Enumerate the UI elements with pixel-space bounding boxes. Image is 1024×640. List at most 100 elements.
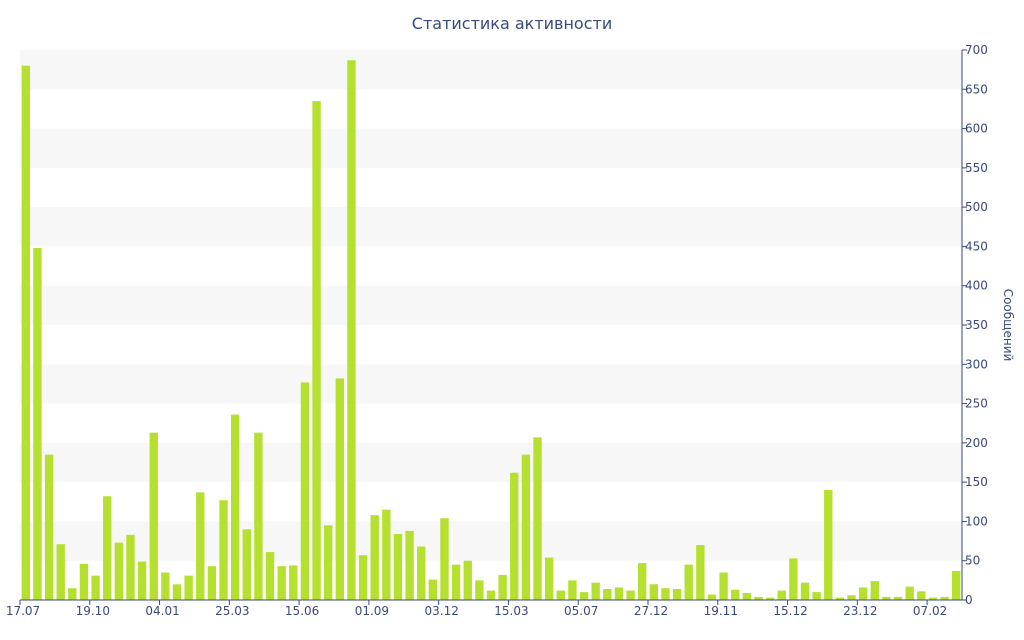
x-tick-label: 27.12 — [634, 604, 668, 618]
y-tick-label: 250 — [965, 397, 988, 411]
bar — [300, 382, 310, 600]
x-tick-label: 19.10 — [76, 604, 110, 618]
bar — [731, 589, 740, 600]
y-tick-label: 400 — [965, 279, 988, 293]
bar — [68, 588, 77, 600]
bar — [870, 581, 879, 600]
bar — [428, 579, 438, 600]
bar — [742, 592, 752, 600]
x-tick-label: 19.11 — [704, 604, 738, 618]
bar — [661, 588, 670, 600]
bar — [928, 597, 938, 600]
x-tick-label: 03.12 — [424, 604, 458, 618]
bar — [603, 589, 612, 600]
bar — [405, 530, 414, 600]
y-axis-title: Сообщений — [1001, 289, 1015, 362]
x-tick-label: 05.07 — [564, 604, 598, 618]
y-tick-label: 350 — [965, 318, 988, 332]
y-tick-label: 700 — [965, 43, 988, 57]
bar — [114, 542, 124, 600]
bar — [719, 572, 728, 600]
bar — [161, 572, 170, 600]
bar — [207, 566, 217, 600]
y-tick-label: 550 — [965, 161, 988, 175]
bar — [498, 574, 507, 600]
y-tick-label: 650 — [965, 82, 988, 96]
bar — [824, 490, 833, 600]
bar — [417, 546, 426, 600]
x-tick-label: 04.01 — [145, 604, 179, 618]
axes: 0 50 100 150 200 250 300 350 400 450 500 550 600 650 7… — [6, 43, 1015, 618]
y-tick-label: 0 — [965, 593, 973, 607]
bar — [533, 437, 542, 600]
bar — [451, 564, 461, 600]
bar — [382, 509, 391, 600]
bar — [556, 590, 565, 600]
bar — [184, 575, 193, 600]
bar — [475, 580, 484, 600]
grid-band — [20, 442, 962, 483]
x-tick-label: 15.12 — [773, 604, 807, 618]
x-tick-label: 17.07 — [6, 604, 40, 618]
bar — [393, 534, 403, 600]
bars — [21, 60, 961, 600]
bar — [858, 587, 868, 600]
bar — [905, 586, 914, 600]
bar — [510, 472, 519, 600]
bar — [591, 582, 600, 600]
bar — [172, 584, 182, 600]
bar — [370, 515, 379, 600]
bar — [893, 596, 903, 600]
bar — [777, 590, 786, 600]
bar — [568, 580, 577, 600]
bar — [79, 563, 89, 600]
bar — [882, 596, 891, 600]
bar — [544, 557, 554, 600]
y-tick-label: 600 — [965, 122, 988, 136]
bar — [521, 454, 531, 600]
grid-band — [20, 207, 962, 247]
bar — [463, 560, 472, 600]
y-tick-label: 50 — [965, 554, 980, 568]
y-tick-label: 300 — [965, 357, 988, 371]
bar — [614, 587, 624, 600]
bar — [44, 454, 54, 600]
x-tick-label: 15.06 — [285, 604, 319, 618]
x-tick-label: 15.03 — [494, 604, 528, 618]
bar — [672, 589, 682, 600]
bar — [56, 544, 65, 600]
bar — [126, 534, 135, 600]
bar — [789, 558, 798, 600]
bar — [254, 432, 263, 600]
bar — [812, 592, 821, 600]
bar — [847, 595, 856, 600]
bar — [91, 575, 100, 600]
y-tick-label: 450 — [965, 239, 988, 253]
bar — [137, 561, 147, 600]
bar — [754, 596, 763, 600]
bar — [765, 597, 775, 600]
bar — [347, 60, 356, 600]
bar — [835, 597, 845, 600]
bar — [230, 414, 240, 600]
bar — [358, 555, 368, 600]
bar — [196, 492, 205, 600]
bar — [277, 566, 286, 600]
grid-bands — [20, 50, 962, 561]
bar — [219, 500, 228, 600]
bar — [940, 596, 949, 600]
grid-band — [20, 285, 962, 325]
chart-title: Статистика активности — [411, 14, 613, 33]
grid-band — [20, 128, 962, 168]
y-tick-label: 200 — [965, 436, 988, 450]
bar — [579, 592, 589, 600]
x-tick-label: 25.03 — [215, 604, 249, 618]
grid-band — [20, 521, 962, 561]
y-tick-label: 500 — [965, 200, 988, 214]
grid-band — [20, 364, 962, 404]
bar — [684, 564, 693, 600]
x-tick-label: 23.12 — [843, 604, 877, 618]
bar — [486, 590, 496, 600]
y-tick-label: 150 — [965, 475, 988, 489]
